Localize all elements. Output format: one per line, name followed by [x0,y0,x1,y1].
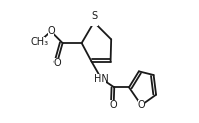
FancyBboxPatch shape [110,100,117,110]
FancyBboxPatch shape [138,100,145,110]
Text: O: O [53,58,61,68]
Text: HN: HN [94,74,109,84]
Text: O: O [110,100,117,110]
FancyBboxPatch shape [97,74,106,84]
FancyBboxPatch shape [48,26,54,36]
FancyBboxPatch shape [54,58,60,68]
Text: S: S [91,11,97,21]
FancyBboxPatch shape [33,37,45,47]
Text: O: O [138,100,145,110]
Text: CH₃: CH₃ [30,37,48,47]
Text: O: O [47,26,55,36]
FancyBboxPatch shape [90,16,98,26]
